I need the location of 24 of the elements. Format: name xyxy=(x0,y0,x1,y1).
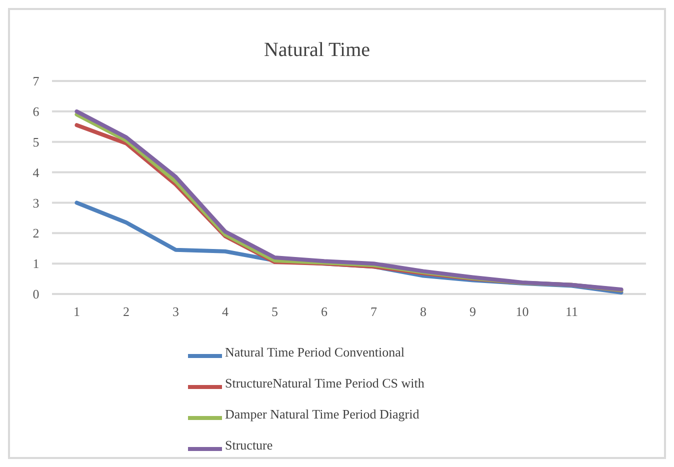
y-tick-label: 1 xyxy=(32,256,40,272)
x-tick-label: 3 xyxy=(172,304,179,319)
y-tick-label: 0 xyxy=(32,286,40,302)
x-tick-label: 1 xyxy=(74,304,80,319)
x-tick-label: 6 xyxy=(321,304,328,319)
legend-label: Structure xyxy=(225,438,273,453)
x-tick-label: 9 xyxy=(470,304,476,319)
y-tick-label: 4 xyxy=(32,164,40,180)
y-tick-label: 6 xyxy=(32,104,40,119)
y-tick-label: 2 xyxy=(32,226,40,241)
x-tick-label: 11 xyxy=(565,304,578,319)
x-tick-label: 4 xyxy=(222,304,229,319)
legend-label: StructureNatural Time Period CS with xyxy=(225,376,425,391)
legend-label: Natural Time Period Conventional xyxy=(225,344,405,360)
x-tick-label: 2 xyxy=(123,304,130,319)
y-tick-label: 5 xyxy=(32,134,40,150)
chart-title: Natural Time xyxy=(264,39,370,61)
legend-label: Damper Natural Time Period Diagrid xyxy=(225,406,420,422)
x-tick-label: 5 xyxy=(272,304,278,319)
x-tick-label: 8 xyxy=(420,304,426,319)
y-tick-label: 7 xyxy=(32,74,40,89)
x-tick-label: 7 xyxy=(370,304,378,319)
y-tick-label: 3 xyxy=(32,195,40,210)
x-tick-label: 10 xyxy=(516,304,529,319)
